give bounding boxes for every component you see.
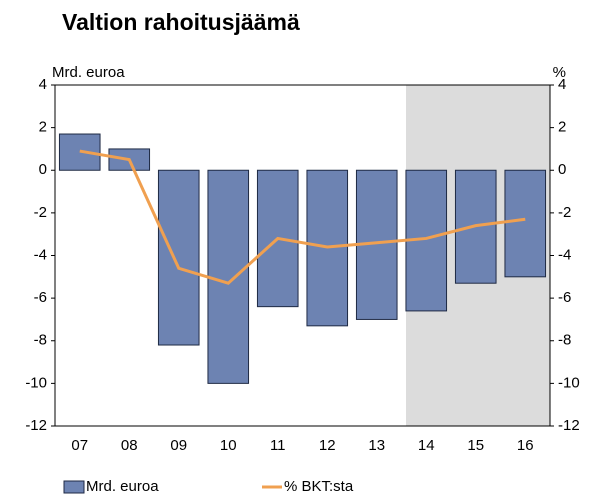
y2-axis-label: % <box>553 64 566 81</box>
x-tick-label: 13 <box>368 437 385 454</box>
y2-tick-label: -12 <box>558 417 580 434</box>
y2-tick-label: -8 <box>558 332 571 349</box>
legend-label: % BKT:sta <box>284 478 354 495</box>
y2-tick-label: -2 <box>558 204 571 221</box>
line <box>79 149 526 285</box>
y-tick-label: -8 <box>34 332 47 349</box>
bar <box>207 169 250 384</box>
x-tick-label: 09 <box>170 437 187 454</box>
x-tick-label: 08 <box>121 437 138 454</box>
y-tick-label: 2 <box>39 119 47 136</box>
y-tick-label: 0 <box>39 161 47 178</box>
y-tick-label: -10 <box>25 374 47 391</box>
bar <box>157 169 200 346</box>
y2-tick-label: -10 <box>558 374 580 391</box>
x-tick-label: 14 <box>418 437 435 454</box>
plot-frame <box>54 84 551 427</box>
x-tick-label: 10 <box>220 437 237 454</box>
y2-tick-label: 4 <box>558 76 566 93</box>
x-tick-label: 07 <box>71 437 88 454</box>
y-tick-label: 4 <box>39 76 47 93</box>
legend-swatch <box>63 480 85 494</box>
y-tick-label: -4 <box>34 246 47 263</box>
y-tick-label: -6 <box>34 289 47 306</box>
x-tick-label: 16 <box>517 437 534 454</box>
x-tick-label: 15 <box>467 437 484 454</box>
x-tick-label: 11 <box>270 437 286 454</box>
y2-tick-label: 2 <box>558 119 566 136</box>
y2-tick-label: -6 <box>558 289 571 306</box>
chart-title: Valtion rahoitusjäämä <box>62 9 300 35</box>
y-tick-label: -12 <box>25 417 47 434</box>
bar <box>504 169 547 278</box>
x-tick-label: 12 <box>319 437 336 454</box>
y2-tick-label: -4 <box>558 246 571 263</box>
legend-label: Mrd. euroa <box>86 478 159 495</box>
y2-tick-label: 0 <box>558 161 566 178</box>
y-tick-label: -2 <box>34 204 47 221</box>
y-axis-label: Mrd. euroa <box>52 64 125 81</box>
